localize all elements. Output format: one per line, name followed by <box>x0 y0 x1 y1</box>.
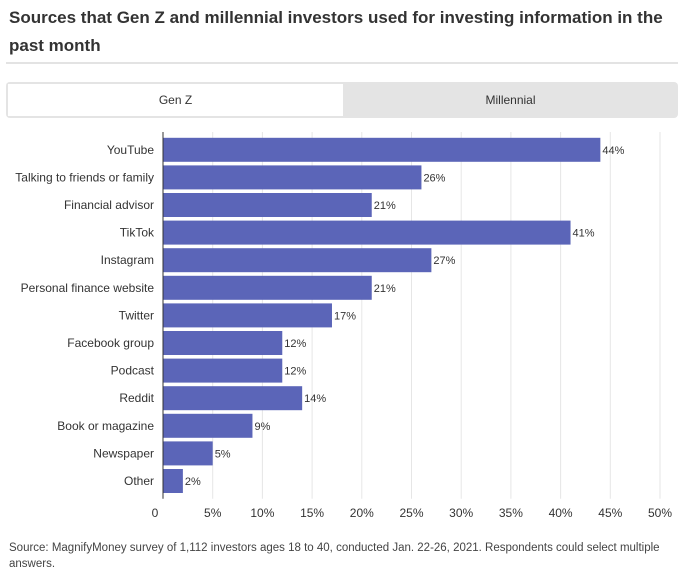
value-label: 2% <box>185 476 201 488</box>
value-label: 17% <box>334 310 356 322</box>
category-label: Reddit <box>119 391 154 405</box>
x-tick-label: 50% <box>648 506 672 520</box>
bar-0 <box>163 137 601 162</box>
value-label: 21% <box>374 200 396 212</box>
x-tick-label: 45% <box>598 506 622 520</box>
x-tick-label: 35% <box>499 506 523 520</box>
category-label: Book or magazine <box>57 419 154 433</box>
tab-bar: Gen Z Millennial <box>6 82 678 118</box>
source-note: Source: MagnifyMoney survey of 1,112 inv… <box>9 542 660 570</box>
value-label: 12% <box>284 338 306 350</box>
bar-11 <box>163 441 213 466</box>
bar-8 <box>163 358 283 383</box>
category-label: Financial advisor <box>64 198 154 212</box>
category-label: Facebook group <box>67 336 154 350</box>
bar-3 <box>163 220 571 245</box>
bar-6 <box>163 303 332 328</box>
tab-gen-z[interactable]: Gen Z <box>6 82 343 118</box>
value-label: 41% <box>573 228 595 240</box>
value-label: 21% <box>374 283 396 295</box>
bar-1 <box>163 165 422 190</box>
bar-chart: YouTube 44% Talking to friends or family 26… <box>15 132 672 520</box>
category-label: Other <box>124 474 154 488</box>
x-tick-label: 10% <box>250 506 274 520</box>
category-label: Instagram <box>101 253 154 267</box>
x-tick-label: 5% <box>204 506 222 520</box>
category-label: Talking to friends or family <box>15 170 154 184</box>
x-tick-label: 15% <box>300 506 324 520</box>
x-tick-label: 40% <box>549 506 573 520</box>
value-label: 9% <box>254 421 270 433</box>
category-label: Newspaper <box>93 446 154 460</box>
category-label: YouTube <box>107 143 154 157</box>
x-tick-label: 30% <box>449 506 473 520</box>
bar-4 <box>163 248 432 273</box>
bar-12 <box>163 469 183 493</box>
bar-9 <box>163 386 303 411</box>
tab-millennial[interactable]: Millennial <box>485 93 536 107</box>
category-label: Twitter <box>119 308 154 322</box>
chart-title: Sources that Gen Z and millennial invest… <box>9 8 663 55</box>
title-divider <box>6 62 678 64</box>
value-label: 14% <box>304 393 326 405</box>
x-tick-label: 25% <box>399 506 423 520</box>
x-tick-label: 20% <box>350 506 374 520</box>
x-tick-label: 0 <box>152 506 159 520</box>
value-label: 12% <box>284 366 306 378</box>
category-label: Personal finance website <box>21 281 155 295</box>
bar-10 <box>163 413 253 438</box>
value-label: 5% <box>215 448 231 460</box>
bar-7 <box>163 331 283 355</box>
bar-2 <box>163 193 372 217</box>
category-label: Podcast <box>111 364 155 378</box>
bar-5 <box>163 275 372 300</box>
value-label: 26% <box>423 172 445 184</box>
category-label: TikTok <box>120 226 155 240</box>
value-label: 27% <box>433 255 455 267</box>
value-label: 44% <box>602 145 624 157</box>
